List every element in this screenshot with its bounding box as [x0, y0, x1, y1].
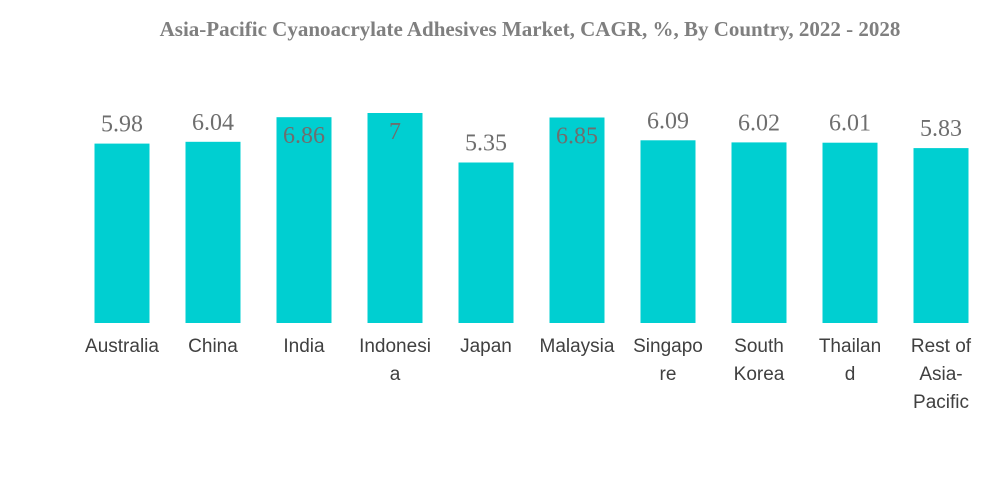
bar-3: [276, 117, 332, 323]
bar-value-label: 6.09: [647, 108, 689, 134]
chart-title: Asia-Pacific Cyanoacrylate Adhesives Mar…: [159, 17, 901, 41]
bar-value-label: 5.83: [920, 116, 962, 142]
bar-value-label: 6.04: [192, 110, 234, 136]
bar-9: [822, 142, 878, 323]
category-label: Rest of Asia-Pacific: [911, 336, 972, 413]
category-label: India: [283, 336, 325, 357]
category-label: Indonesi a: [359, 336, 431, 385]
category-label: Malaysia: [540, 336, 615, 357]
bar-value-label: 6.02: [738, 110, 780, 136]
category-label: South Korea: [734, 336, 785, 385]
bar-value-label: 5.35: [465, 131, 507, 157]
bar-6: [549, 117, 605, 323]
category-label: China: [188, 336, 238, 357]
bar-value-label: 7: [389, 119, 401, 145]
bar-value-label: 6.85: [556, 124, 598, 150]
bar-value-label: 6.86: [283, 123, 325, 149]
bar-8: [731, 142, 787, 323]
category-label: Australia: [85, 336, 159, 357]
bar-5: [458, 162, 514, 323]
bar-2: [185, 141, 241, 323]
category-label: Thailan d: [819, 336, 881, 385]
bar-value-label: 5.98: [101, 112, 143, 138]
bar-1: [94, 143, 150, 323]
category-label: Japan: [460, 336, 512, 357]
bar-7: [640, 140, 696, 323]
bar-4: [367, 113, 423, 323]
bar-value-label: 6.01: [829, 111, 871, 137]
bar-10: [913, 148, 969, 323]
category-label: Singapo re: [633, 336, 703, 385]
